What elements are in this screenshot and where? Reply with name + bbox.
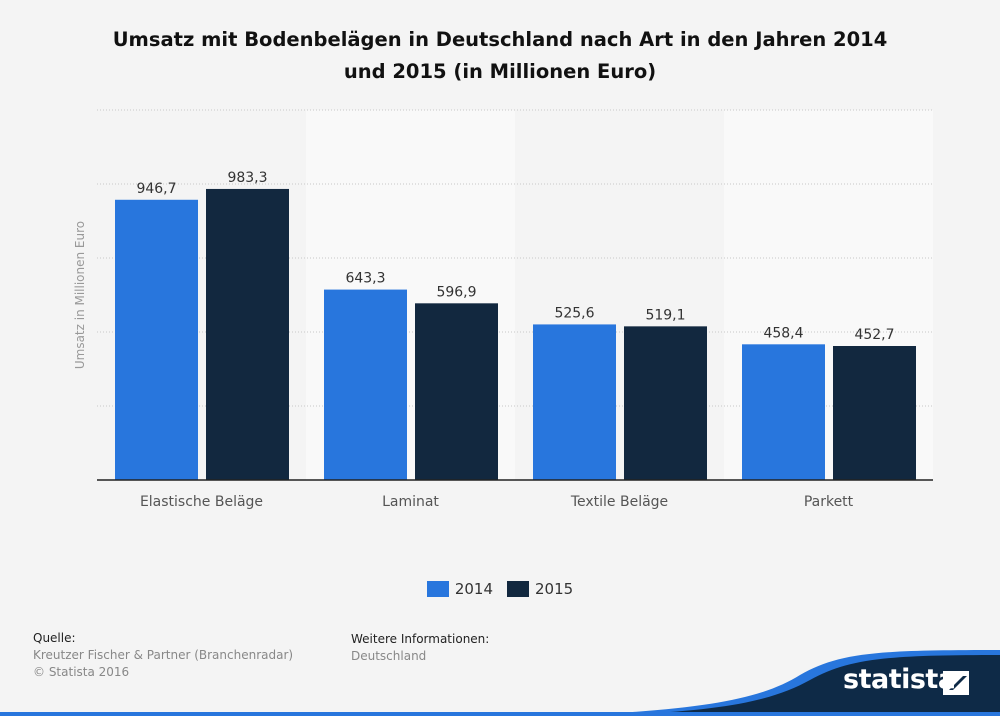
x-tick-label: Elastische Beläge [140,494,263,510]
bar-2014 [742,344,825,480]
legend-label: 2014 [454,580,493,598]
bar-2014 [324,289,407,480]
source-text: Kreutzer Fischer & Partner (Branchenrada… [33,648,294,662]
statista-logo-icon [943,671,969,695]
statista-logo: statista [843,664,956,695]
bar-2015 [833,346,916,480]
bar-2015 [206,188,289,480]
data-label: 452,7 [854,327,894,343]
info-text: Deutschland [351,649,427,663]
source-heading: Quelle: [33,631,76,645]
source-block: Quelle: Kreutzer Fischer & Partner (Bran… [33,630,293,681]
info-heading: Weitere Informationen: [351,632,490,646]
legend-item-2014[interactable]: 2014 [426,580,493,598]
data-label: 946,7 [136,181,176,197]
legend-swatch [426,581,449,597]
data-label: 525,6 [554,305,594,321]
legend-item-2015[interactable]: 2015 [507,580,573,598]
y-axis-label: Umsatz in Millionen Euro [73,221,87,369]
bar-2014 [115,199,198,480]
data-label: 596,9 [436,284,476,300]
data-label: 458,4 [763,325,803,341]
footer-wave [0,650,1000,716]
legend: 2014 2015 [0,580,1000,598]
legend-label: 2015 [535,580,574,598]
legend-swatch [507,581,529,597]
bar-2014 [533,324,616,480]
chart-title: Umsatz mit Bodenbelägen in Deutschland n… [112,28,888,83]
copyright: © Statista 2016 [33,665,130,679]
x-tick-label: Parkett [804,494,854,510]
x-tick-label: Laminat [382,494,439,510]
x-tick-label: Textile Beläge [570,494,668,510]
bar-2015 [415,303,498,480]
info-block: Weitere Informationen: Deutschland [351,631,489,665]
data-label: 983,3 [227,170,267,186]
bar-2015 [624,326,707,480]
bar-chart: Umsatz in Millionen Euro 946,7 983,3 Elasti… [73,109,933,510]
data-label: 643,3 [345,271,385,287]
data-label: 519,1 [645,307,685,323]
